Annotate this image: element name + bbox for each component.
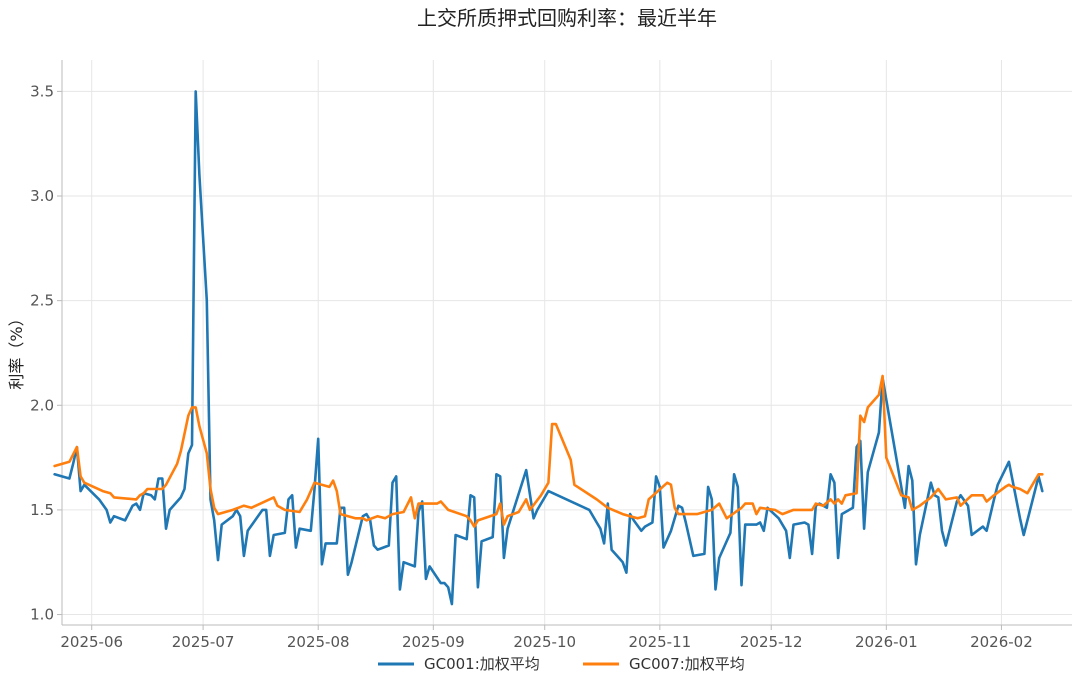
y-tick-label: 3.5 xyxy=(30,82,54,100)
x-tick-label: 2026-01 xyxy=(855,633,918,651)
x-tick-label: 2025-08 xyxy=(287,633,350,651)
x-tick-label: 2025-10 xyxy=(513,633,576,651)
y-tick-label: 1.5 xyxy=(30,501,54,519)
x-axis-ticks: 2025-06 2025-07 2025-08 2025-09 2025-10 2025-… xyxy=(60,625,1033,651)
x-tick-label: 2025-07 xyxy=(172,633,235,651)
y-axis-ticks: 1.0 1.5 2.0 2.5 3.0 3.5 xyxy=(30,82,62,624)
x-tick-label: 2025-09 xyxy=(402,633,465,651)
x-tick-label: 2025-06 xyxy=(60,633,123,651)
y-tick-label: 2.5 xyxy=(30,292,54,310)
chart-title: 上交所质押式回购利率：最近半年 xyxy=(417,6,717,30)
x-tick-label: 2025-12 xyxy=(740,633,803,651)
x-tick-label: 2026-02 xyxy=(970,633,1033,651)
x-tick-label: 2025-11 xyxy=(628,633,691,651)
legend-label: GC001:加权平均 xyxy=(424,655,540,673)
legend-item-gc007: GC007:加权平均 xyxy=(583,655,745,673)
legend-item-gc001: GC001:加权平均 xyxy=(378,655,540,673)
grid xyxy=(62,60,1072,625)
y-axis-title: 利率（%） xyxy=(7,310,26,389)
y-tick-label: 1.0 xyxy=(30,606,54,624)
series-layer xyxy=(53,90,1044,606)
axes xyxy=(61,60,1072,626)
series-line-gc007 xyxy=(53,374,1044,528)
y-tick-label: 3.0 xyxy=(30,187,54,205)
legend-label: GC007:加权平均 xyxy=(629,655,745,673)
y-tick-label: 2.0 xyxy=(30,396,54,414)
legend: GC001:加权平均 GC007:加权平均 xyxy=(378,655,745,673)
